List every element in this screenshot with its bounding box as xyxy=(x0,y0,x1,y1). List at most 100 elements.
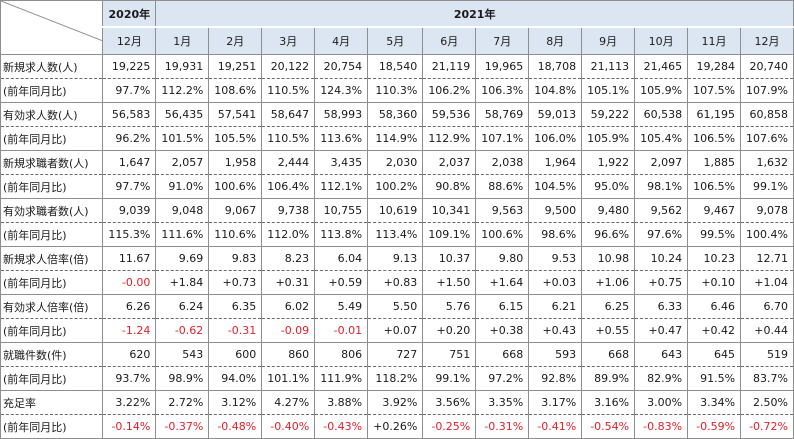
value-cell: 3.88% xyxy=(314,390,369,415)
metric-value-row: 新規求職者数(人) 1,647 2,057 1,958 2,444 3,435 2,030 2… xyxy=(0,150,794,175)
value-cell: 1,964 xyxy=(528,150,583,175)
value-cell: 3.22% xyxy=(102,390,157,415)
yoy-change-cell: +0.83 xyxy=(367,270,424,295)
value-cell: 3,435 xyxy=(314,150,369,175)
value-cell: 519 xyxy=(740,342,794,367)
yoy-change-cell: +0.75 xyxy=(634,270,689,295)
yoy-change-cell: 113.6% xyxy=(314,126,369,151)
yoy-change-cell: 99.1% xyxy=(740,174,794,199)
yoy-label: (前年同月比) xyxy=(0,222,104,247)
yoy-change-cell: 98.9% xyxy=(155,366,210,391)
value-cell: 9,039 xyxy=(102,198,157,223)
value-cell: 19,251 xyxy=(208,54,263,79)
value-cell: 9,078 xyxy=(740,198,794,223)
yoy-change-cell: -0.00 xyxy=(102,270,157,295)
yoy-change-cell: +0.07 xyxy=(367,318,424,343)
value-cell: 645 xyxy=(687,342,742,367)
yoy-change-cell: -0.40% xyxy=(261,414,316,439)
yoy-change-cell: -1.24 xyxy=(102,318,157,343)
month-header: 9月 xyxy=(581,27,636,55)
yoy-change-cell: +0.38 xyxy=(475,318,530,343)
value-cell: 9,067 xyxy=(208,198,263,223)
value-cell: 9,048 xyxy=(155,198,210,223)
value-cell: 2.72% xyxy=(155,390,210,415)
value-cell: 6.24 xyxy=(155,294,210,319)
metric-value-row: 有効求人倍率(倍) 6.26 6.24 6.35 6.02 5.49 5.50 5.76 6.1… xyxy=(0,294,794,319)
month-header: 6月 xyxy=(422,27,477,55)
value-cell: 21,465 xyxy=(634,54,689,79)
yoy-change-cell: +0.44 xyxy=(740,318,794,343)
value-cell: 2,030 xyxy=(367,150,424,175)
yoy-change-cell: +0.55 xyxy=(581,318,636,343)
yoy-change-cell: 101.1% xyxy=(261,366,316,391)
yoy-change-cell: 82.9% xyxy=(634,366,689,391)
yoy-change-cell: 106.5% xyxy=(687,126,742,151)
yoy-change-cell: 105.9% xyxy=(581,126,636,151)
value-cell: 6.25 xyxy=(581,294,636,319)
metric-label: 充足率 xyxy=(0,390,104,415)
value-cell: 20,754 xyxy=(314,54,369,79)
value-cell: 2.50% xyxy=(740,390,794,415)
metric-label: 新規求人数(人) xyxy=(0,54,104,79)
yoy-change-cell: 112.1% xyxy=(314,174,369,199)
value-cell: 1,958 xyxy=(208,150,263,175)
yoy-change-cell: -0.54% xyxy=(581,414,636,439)
yoy-change-cell: +0.42 xyxy=(687,318,742,343)
value-cell: 6.70 xyxy=(740,294,794,319)
yoy-change-row: (前年同月比) 96.2% 101.5% 105.5% 110.5% 113.6% 114.… xyxy=(0,126,794,151)
yoy-change-cell: 107.1% xyxy=(475,126,530,151)
yoy-change-cell: 108.6% xyxy=(208,78,263,103)
table-body: 新規求人数(人) 19,225 19,931 19,251 20,122 20,754 18… xyxy=(0,54,794,439)
value-cell: 6.15 xyxy=(475,294,530,319)
yoy-change-cell: -0.37% xyxy=(155,414,210,439)
yoy-change-cell: +1.84 xyxy=(155,270,210,295)
yoy-change-cell: -0.09 xyxy=(261,318,316,343)
yoy-change-cell: 111.6% xyxy=(155,222,210,247)
month-header: 11月 xyxy=(687,27,742,55)
value-cell: 18,540 xyxy=(367,54,424,79)
value-cell: 3.56% xyxy=(422,390,477,415)
yoy-change-cell: 100.4% xyxy=(740,222,794,247)
yoy-change-cell: -0.14% xyxy=(102,414,157,439)
yoy-change-cell: 105.9% xyxy=(634,78,689,103)
yoy-change-cell: 97.7% xyxy=(102,174,157,199)
yoy-change-row: (前年同月比) 115.3% 111.6% 110.6% 112.0% 113.8% 113… xyxy=(0,222,794,247)
yoy-change-cell: +1.06 xyxy=(581,270,636,295)
value-cell: 19,931 xyxy=(155,54,210,79)
yoy-label: (前年同月比) xyxy=(0,78,104,103)
value-cell: 3.12% xyxy=(208,390,263,415)
yoy-change-cell: 112.9% xyxy=(422,126,477,151)
yoy-change-cell: +0.73 xyxy=(208,270,263,295)
value-cell: 10,341 xyxy=(422,198,477,223)
value-cell: 668 xyxy=(475,342,530,367)
value-cell: 6.02 xyxy=(261,294,316,319)
yoy-change-cell: 106.0% xyxy=(528,126,583,151)
month-header: 12月 xyxy=(740,27,794,55)
yoy-change-cell: -0.31 xyxy=(208,318,263,343)
yoy-change-cell: 100.2% xyxy=(367,174,424,199)
yoy-change-cell: 106.2% xyxy=(422,78,477,103)
yoy-change-cell: -0.01 xyxy=(314,318,369,343)
value-cell: 9.53 xyxy=(528,246,583,271)
yoy-change-cell: 110.5% xyxy=(261,126,316,151)
value-cell: 56,583 xyxy=(102,102,157,127)
yoy-change-cell: +0.26% xyxy=(367,414,424,439)
yoy-change-cell: 95.0% xyxy=(581,174,636,199)
yoy-label: (前年同月比) xyxy=(0,318,104,343)
yoy-change-cell: 92.8% xyxy=(528,366,583,391)
corner-cell xyxy=(0,0,103,55)
value-cell: 9,738 xyxy=(261,198,316,223)
value-cell: 6.04 xyxy=(314,246,369,271)
yoy-change-cell: -0.59% xyxy=(687,414,742,439)
yoy-change-cell: 113.8% xyxy=(314,222,369,247)
yoy-change-cell: 89.9% xyxy=(581,366,636,391)
yoy-change-cell: -0.31% xyxy=(475,414,530,439)
value-cell: 59,013 xyxy=(528,102,583,127)
year-2021-header: 2021年 xyxy=(155,0,794,28)
value-cell: 10,755 xyxy=(314,198,369,223)
month-header-row: 12月 1月 2月 3月 4月 5月 6月 7月 8月 9月 10月 11月 12月 xyxy=(1,27,794,55)
yoy-change-row: (前年同月比) -0.14% -0.37% -0.48% -0.40% -0.43% +0.… xyxy=(0,414,794,439)
yoy-change-cell: -0.25% xyxy=(422,414,477,439)
yoy-change-cell: 99.1% xyxy=(422,366,477,391)
yoy-change-cell: +1.50 xyxy=(422,270,477,295)
